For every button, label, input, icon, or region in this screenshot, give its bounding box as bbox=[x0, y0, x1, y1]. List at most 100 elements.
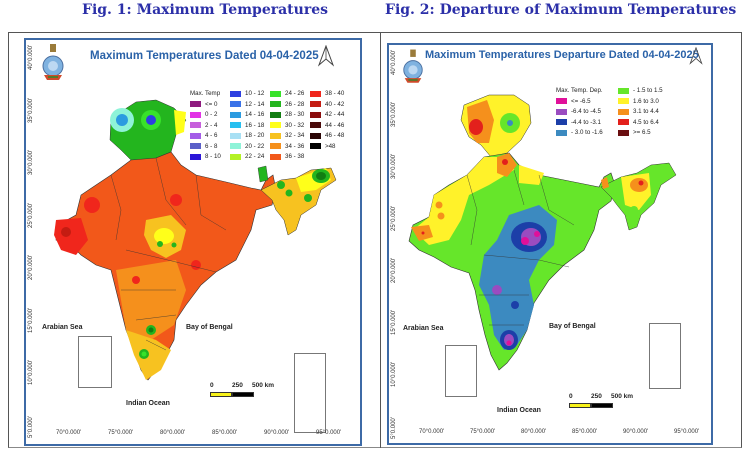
legend-item: 2 - 4 bbox=[190, 122, 217, 129]
longitude-tick: 85°0.000' bbox=[572, 429, 598, 435]
latitude-tick: 30°0.000' bbox=[28, 149, 34, 175]
legend-label: 32 - 34 bbox=[285, 132, 305, 139]
latitude-tick: 20°0.000' bbox=[391, 257, 397, 283]
legend-swatch bbox=[270, 122, 281, 128]
legend-item: 30 - 32 bbox=[270, 122, 304, 129]
imd-logo-icon bbox=[401, 49, 425, 92]
legend-item: 26 - 28 bbox=[270, 101, 304, 108]
legend-label: 8 - 10 bbox=[205, 153, 221, 160]
latitude-tick: 10°0.000' bbox=[28, 359, 34, 385]
legend-item: 44 - 46 bbox=[310, 122, 344, 129]
latitude-tick: 15°0.000' bbox=[28, 307, 34, 333]
scale-segment-1 bbox=[210, 392, 232, 397]
legend-label: 6 - 8 bbox=[205, 142, 218, 150]
latitude-tick: 10°0.000' bbox=[391, 361, 397, 387]
legend-item: 28 - 30 bbox=[270, 111, 304, 118]
legend-swatch bbox=[310, 111, 321, 118]
legend-swatch bbox=[556, 98, 567, 104]
legend-swatch bbox=[618, 98, 629, 104]
legend-label: 42 - 44 bbox=[325, 111, 345, 118]
legend-label: 28 - 30 bbox=[285, 111, 305, 118]
latitude-tick: 40°0.000' bbox=[28, 44, 34, 70]
legend-label: 2 - 4 bbox=[205, 121, 218, 129]
figure-frame bbox=[8, 32, 742, 448]
figure-2-caption: Fig. 2: Departure of Maximum Temperature… bbox=[385, 2, 737, 18]
legend-swatch bbox=[230, 132, 241, 139]
arabian-sea-label: Arabian Sea bbox=[42, 324, 83, 331]
legend-label: 40 - 42 bbox=[325, 100, 345, 108]
legend-swatch bbox=[556, 119, 567, 125]
legend-swatch bbox=[270, 143, 281, 149]
legend-item: 10 - 12 bbox=[230, 90, 264, 97]
scale-segment-2 bbox=[232, 392, 254, 397]
longitude-tick: 70°0.000' bbox=[419, 429, 445, 435]
legend-label: 22 - 24 bbox=[245, 153, 265, 160]
legend-label: 30 - 32 bbox=[285, 121, 305, 129]
legend-item: 1.6 to 3.0 bbox=[618, 98, 659, 105]
scale-tick-500: 500 km bbox=[252, 382, 275, 389]
legend-title: Max. Temp bbox=[190, 90, 221, 97]
legend-swatch bbox=[618, 129, 629, 136]
departure-map-panel: Maximum Temperatures Departure Dated 04-… bbox=[387, 43, 713, 445]
latitude-tick: 5°0.000' bbox=[391, 417, 397, 439]
andaman-inset bbox=[649, 323, 681, 389]
legend-item: 46 - 48 bbox=[310, 132, 344, 139]
legend-swatch bbox=[270, 111, 281, 118]
legend-item: 42 - 44 bbox=[310, 111, 344, 118]
legend-item: <= -6.5 bbox=[556, 98, 591, 105]
latitude-tick: 5°0.000' bbox=[28, 415, 34, 438]
legend-swatch bbox=[310, 101, 321, 107]
legend-swatch bbox=[310, 143, 321, 149]
legend-swatch bbox=[230, 143, 241, 149]
legend-item: - 1.5 to 1.5 bbox=[618, 87, 663, 94]
legend-item: 20 - 22 bbox=[230, 143, 264, 150]
legend-item: 3.1 to 4.4 bbox=[618, 108, 659, 115]
legend-swatch bbox=[618, 87, 629, 94]
legend-label: 38 - 40 bbox=[325, 90, 345, 97]
legend-label: 16 - 18 bbox=[245, 121, 265, 129]
legend-label: 36 - 38 bbox=[285, 153, 305, 160]
legend-item: 0 - 2 bbox=[190, 111, 217, 118]
legend-swatch bbox=[230, 90, 241, 97]
longitude-tick: 75°0.000' bbox=[108, 430, 134, 436]
longitude-tick: 85°0.000' bbox=[212, 430, 238, 436]
legend-swatch bbox=[310, 90, 321, 97]
legend-swatch bbox=[190, 101, 201, 107]
legend-swatch bbox=[270, 90, 281, 97]
max-temp-map-panel: Maximum Temperatures Dated 04-04-2025 bbox=[24, 38, 362, 446]
legend-title: Max. Temp. Dep. bbox=[556, 87, 603, 94]
longitude-tick: 80°0.000' bbox=[521, 429, 547, 435]
legend-item: <= 0 bbox=[190, 101, 217, 108]
legend-label: 14 - 16 bbox=[245, 111, 265, 118]
latitude-tick: 30°0.000' bbox=[391, 153, 397, 179]
legend-swatch bbox=[230, 101, 241, 107]
bay-of-bengal-label: Bay of Bengal bbox=[186, 324, 233, 331]
bay-of-bengal-label: Bay of Bengal bbox=[549, 323, 596, 330]
legend-item: 4.5 to 6.4 bbox=[618, 119, 659, 126]
latitude-tick: 15°0.000' bbox=[391, 309, 397, 335]
legend-swatch bbox=[190, 132, 201, 139]
legend-label: - 1.5 to 1.5 bbox=[633, 87, 663, 94]
scale-tick-250: 250 bbox=[591, 393, 602, 400]
longitude-tick: 90°0.000' bbox=[623, 429, 649, 435]
longitude-tick: 95°0.000' bbox=[674, 429, 700, 435]
legend-item: 36 - 38 bbox=[270, 153, 304, 160]
legend-item: 24 - 26 bbox=[270, 90, 304, 97]
legend-swatch bbox=[230, 122, 241, 128]
legend-label: 46 - 48 bbox=[325, 132, 345, 139]
legend-swatch bbox=[556, 108, 567, 115]
legend-swatch bbox=[618, 119, 629, 125]
indian-ocean-label: Indian Ocean bbox=[126, 400, 170, 407]
departure-legend: Max. Temp. Dep. <= -6.5 -6.4 to -4.5 -4.4 … bbox=[554, 87, 704, 147]
legend-swatch bbox=[190, 153, 201, 160]
max-temp-map bbox=[54, 99, 337, 414]
legend-swatch bbox=[556, 129, 567, 136]
longitude-tick: 75°0.000' bbox=[470, 429, 496, 435]
longitude-tick: 95°0.000' bbox=[316, 430, 342, 436]
lakshadweep-inset bbox=[78, 336, 112, 388]
scale-tick-500: 500 km bbox=[611, 393, 634, 400]
legend-item: -4.4 to -3.1 bbox=[556, 119, 601, 126]
legend-label: 24 - 26 bbox=[285, 90, 305, 97]
legend-item: 34 - 36 bbox=[270, 143, 304, 150]
legend-item: -6.4 to -4.5 bbox=[556, 108, 601, 115]
